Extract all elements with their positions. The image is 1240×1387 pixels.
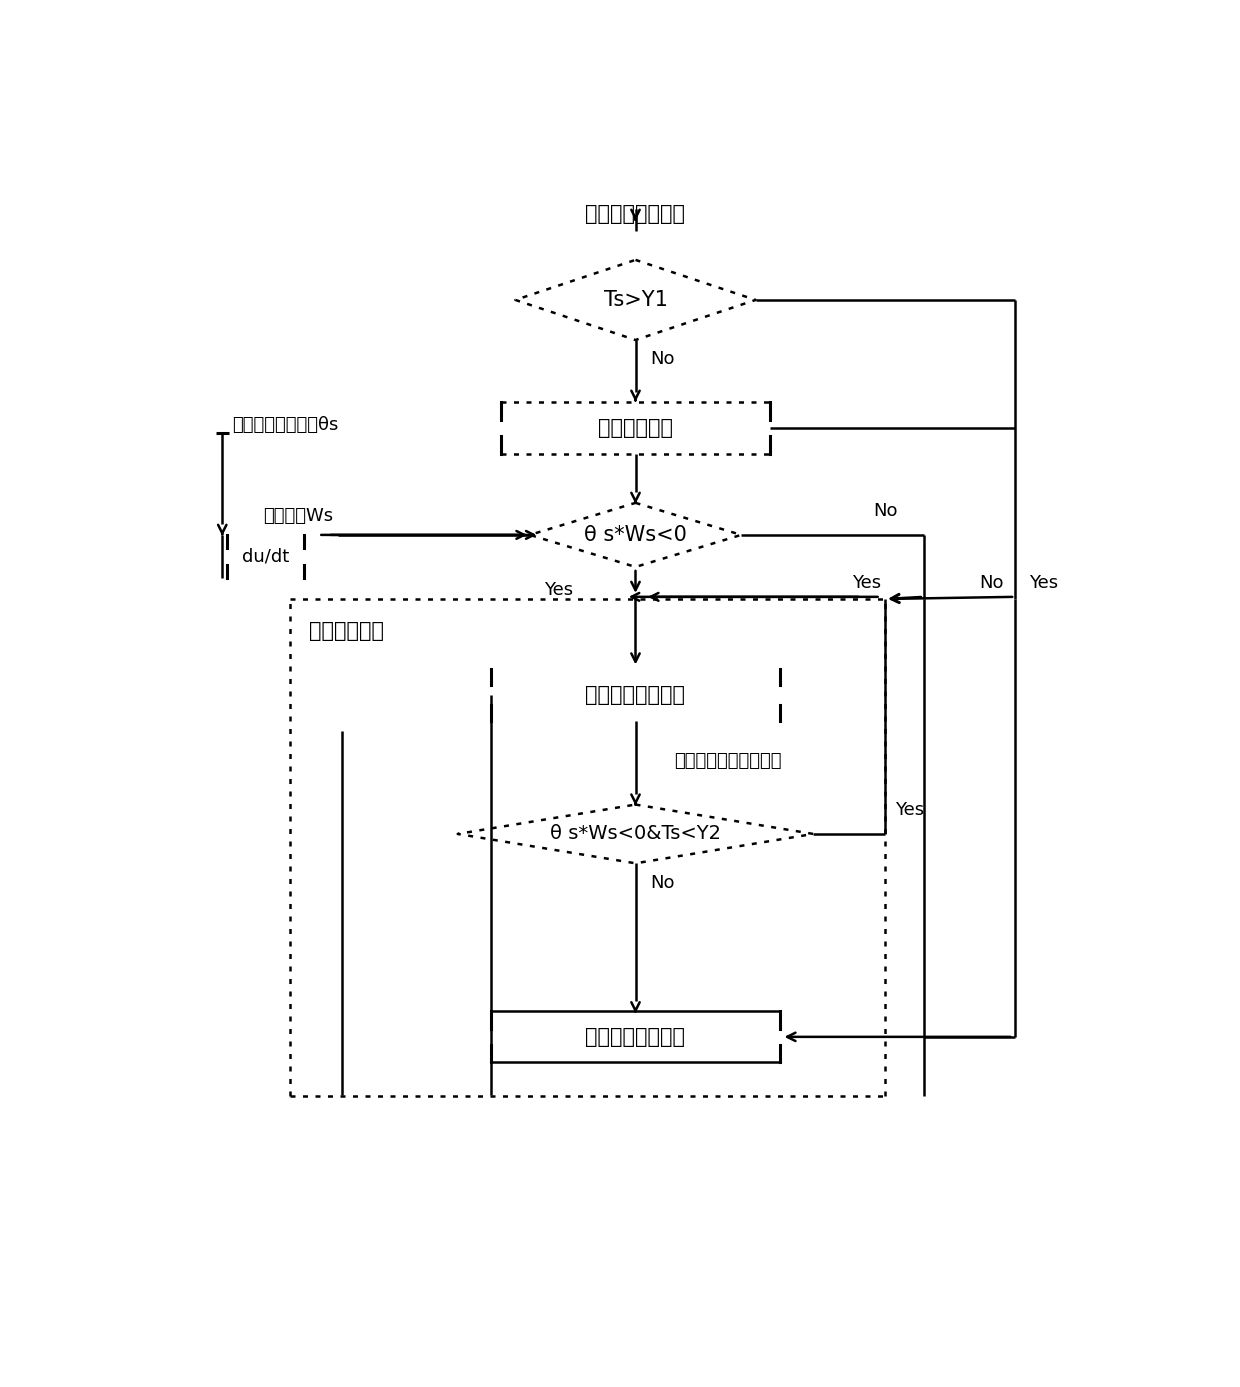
Text: du/dt: du/dt [242, 548, 289, 566]
Text: θ s*Ws<0: θ s*Ws<0 [584, 524, 687, 545]
Text: Yes: Yes [544, 581, 573, 599]
Text: Ts>Y1: Ts>Y1 [604, 290, 667, 309]
Text: 退出回正控制状态: 退出回正控制状态 [585, 1026, 686, 1047]
Text: No: No [650, 874, 675, 892]
Text: 辅助回正力矩估算: 辅助回正力矩估算 [585, 685, 686, 705]
Text: 转速信号Ws: 转速信号Ws [263, 506, 332, 524]
Text: 转向管柱转矩信号: 转向管柱转矩信号 [585, 204, 686, 225]
Text: No: No [873, 502, 898, 520]
Text: 转向管柱转角信号θs: 转向管柱转角信号θs [232, 416, 339, 434]
Text: 转矩、转速、转角信号: 转矩、转速、转角信号 [675, 752, 781, 770]
Text: Yes: Yes [852, 574, 880, 592]
Text: θ s*Ws<0&Ts<Y2: θ s*Ws<0&Ts<Y2 [551, 824, 720, 843]
Text: No: No [650, 350, 675, 368]
Text: 回正待命状态: 回正待命状态 [598, 417, 673, 438]
Text: Yes: Yes [1029, 574, 1059, 592]
Text: 回正控制状态: 回正控制状态 [309, 621, 383, 641]
Text: No: No [978, 574, 1003, 592]
Text: Yes: Yes [895, 802, 924, 820]
